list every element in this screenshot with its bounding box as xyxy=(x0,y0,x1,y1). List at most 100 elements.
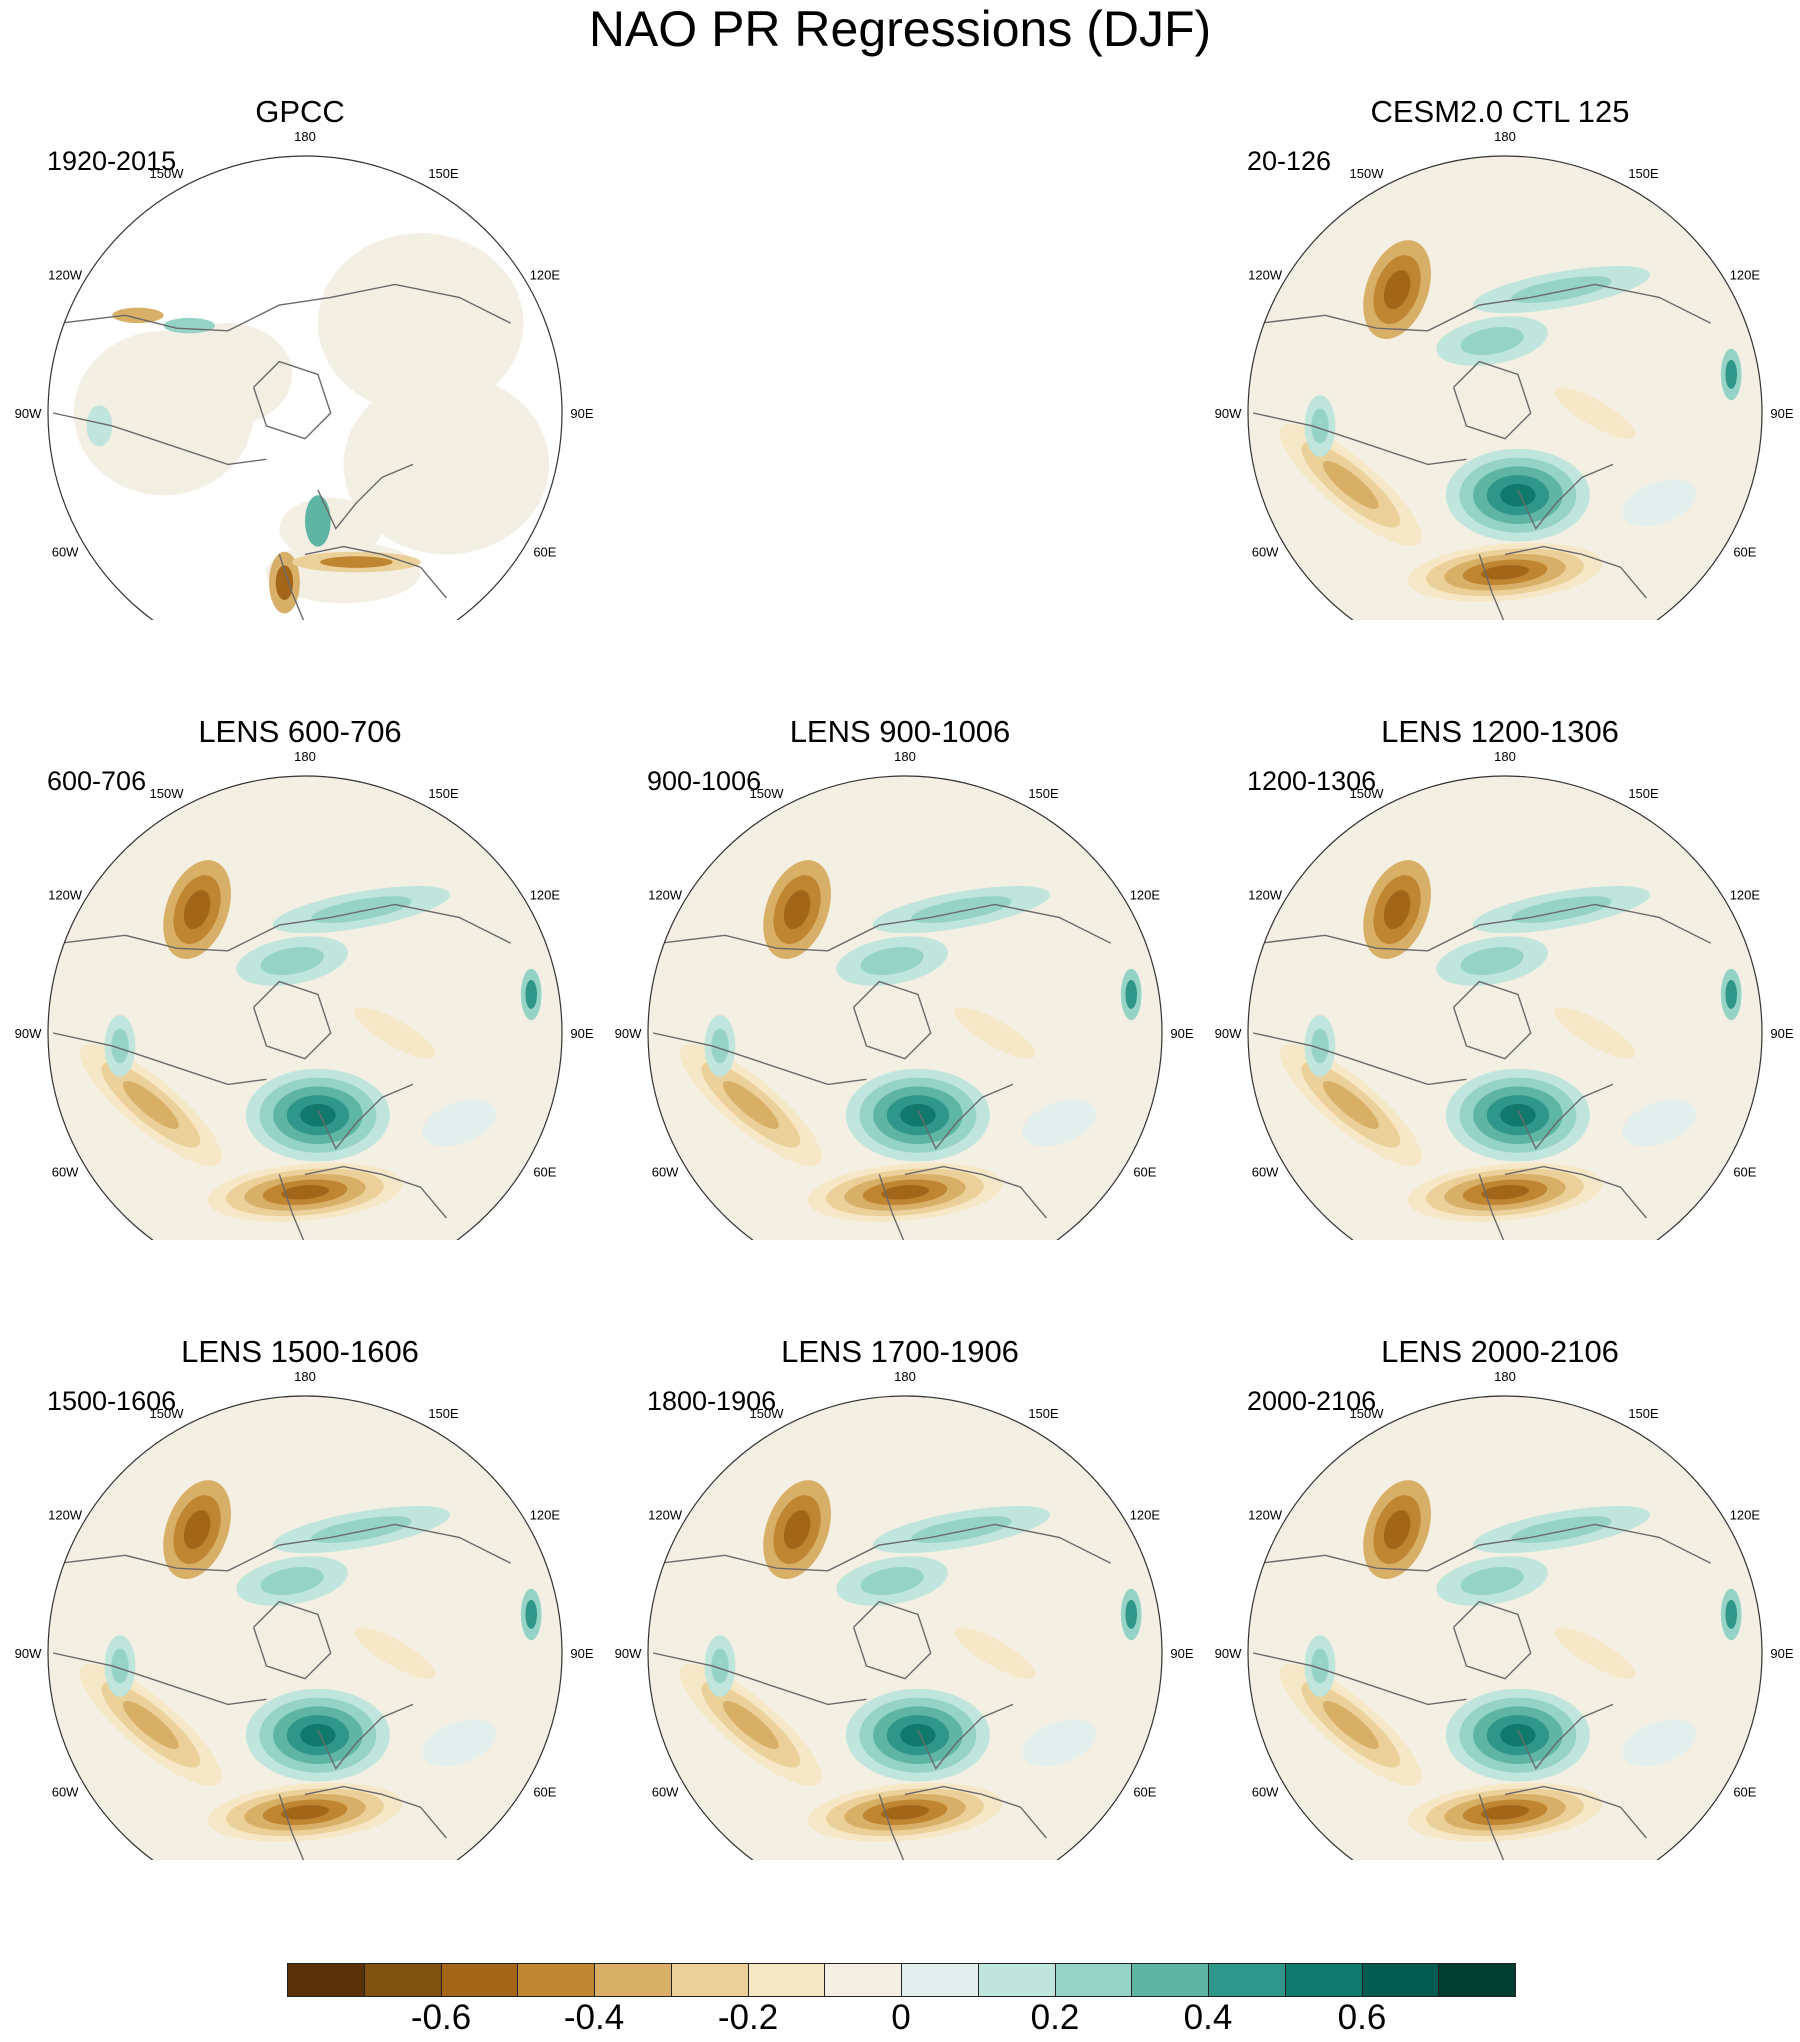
longitude-label: 150E xyxy=(1628,166,1659,181)
anomaly-contour xyxy=(1622,479,1697,527)
longitude-label: 120W xyxy=(1248,1508,1283,1523)
anomaly-contour xyxy=(954,1007,1036,1059)
coastline xyxy=(317,463,414,530)
coastline xyxy=(1504,1785,1647,1839)
coastline xyxy=(52,1032,267,1086)
longitude-label: 180 xyxy=(294,129,316,144)
longitude-label: 90E xyxy=(1170,1026,1193,1041)
anomaly-contour xyxy=(881,1185,929,1200)
polar-map: 180150E120E90E60E30E030W60W90W120W150W xyxy=(15,749,594,1240)
coastline xyxy=(60,1523,511,1572)
map-panel: 180150E120E90E60E30E030W60W90W120W150WLE… xyxy=(1200,620,1800,1240)
anomaly-contour xyxy=(1460,1566,1524,1596)
anomaly-contour xyxy=(711,1648,729,1684)
colorbar-label: 0.4 xyxy=(1183,1998,1233,2037)
coastline xyxy=(252,360,332,440)
colorbar-label: 0 xyxy=(891,1998,911,2037)
map-border xyxy=(47,1395,563,1860)
longitude-label: 60W xyxy=(52,545,79,560)
panel-title: LENS 2000-2106 xyxy=(1381,1334,1619,1369)
map-border xyxy=(1247,1395,1763,1860)
anomaly-contour xyxy=(1022,1719,1097,1767)
colorbar-label: -0.4 xyxy=(563,1998,625,2037)
longitude-label: 90W xyxy=(15,1026,42,1041)
colorbar-box xyxy=(440,1963,519,1997)
colorbar-box xyxy=(1284,1963,1363,1997)
longitude-label: 120E xyxy=(1730,1508,1761,1523)
map-panel: 180150E120E90E60E30E030W60W90W120W150WGP… xyxy=(0,0,600,620)
anomaly-contour xyxy=(111,1028,129,1064)
coastline xyxy=(252,980,332,1060)
anomaly-contour xyxy=(1622,1719,1697,1767)
coastline xyxy=(1452,360,1532,440)
map-border xyxy=(1247,155,1763,620)
polar-map: 180150E120E90E60E30E030W60W90W120W150W xyxy=(1215,129,1794,620)
longitude-label: 90E xyxy=(1770,1026,1793,1041)
longitude-label: 90E xyxy=(570,406,593,421)
panel-title: CESM2.0 CTL 125 xyxy=(1370,94,1630,129)
longitude-label: 120E xyxy=(530,268,561,283)
map-panel: 180150E120E90E60E30E030W60W90W120W150WLE… xyxy=(600,1240,1200,1860)
colorbar-box xyxy=(363,1963,442,1997)
longitude-label: 90E xyxy=(570,1026,593,1041)
colorbar-label: 0.2 xyxy=(1030,1998,1080,2037)
coastline xyxy=(278,554,332,620)
coastline xyxy=(904,1165,1047,1219)
colorbar-label: 0.6 xyxy=(1337,1998,1387,2037)
map-border xyxy=(1247,775,1763,1240)
map-panel: 180150E120E90E60E30E030W60W90W120W150WLE… xyxy=(0,1240,600,1860)
longitude-label: 60W xyxy=(652,1785,679,1800)
anomaly-contour xyxy=(183,1510,211,1550)
coastline xyxy=(1252,1652,1467,1706)
panel-period: 1500-1606 xyxy=(47,1386,177,1416)
longitude-label: 90W xyxy=(15,1646,42,1661)
anomaly-contour xyxy=(1725,359,1737,389)
anomaly-contour xyxy=(1322,460,1379,510)
polar-map: 180150E120E90E60E30E030W60W90W120W150W xyxy=(1215,1369,1794,1860)
anomaly-contour xyxy=(722,1080,779,1130)
coastline xyxy=(1260,903,1711,952)
anomaly-contour xyxy=(1622,1099,1697,1147)
coastline xyxy=(1478,1174,1532,1240)
anomaly-contour xyxy=(111,1648,129,1684)
longitude-label: 150W xyxy=(150,786,185,801)
anomaly-contour xyxy=(1022,1099,1097,1147)
anomaly-contour xyxy=(422,1719,497,1767)
coastline xyxy=(904,1785,1047,1839)
coastline xyxy=(1517,1083,1614,1150)
coastline xyxy=(878,1174,932,1240)
anomaly-contour xyxy=(722,1700,779,1750)
coastline xyxy=(1452,1600,1532,1680)
polar-map: 180150E120E90E60E30E030W60W90W120W150W xyxy=(15,1369,594,1860)
anomaly-contour xyxy=(320,556,393,568)
longitude-label: 150E xyxy=(428,166,459,181)
longitude-label: 150W xyxy=(150,1406,185,1421)
coastline xyxy=(278,1174,332,1240)
anomaly-contour xyxy=(300,1103,336,1127)
coastline xyxy=(652,1652,867,1706)
panel-period: 1200-1306 xyxy=(1247,766,1377,796)
coastline xyxy=(304,1785,447,1839)
colorbar-label: -0.6 xyxy=(410,1998,472,2037)
longitude-label: 60W xyxy=(1252,1785,1279,1800)
colorbar-box xyxy=(1361,1963,1440,1997)
anomaly-contour xyxy=(163,317,216,334)
coastline xyxy=(660,1523,1111,1572)
longitude-label: 60W xyxy=(1252,545,1279,560)
map-panel: 180150E120E90E60E30E030W60W90W120W150WCE… xyxy=(1200,0,1800,620)
land-data-region xyxy=(317,233,524,413)
longitude-label: 90E xyxy=(1770,406,1793,421)
anomaly-contour xyxy=(122,1080,179,1130)
anomaly-contour xyxy=(900,1103,936,1127)
longitude-label: 90E xyxy=(1170,1646,1193,1661)
colorbar-box xyxy=(824,1963,902,1997)
longitude-label: 120E xyxy=(1130,888,1161,903)
polar-map: 180150E120E90E60E30E030W60W90W120W150W xyxy=(1215,749,1794,1240)
longitude-label: 120W xyxy=(48,888,83,903)
panel-title: LENS 1500-1606 xyxy=(181,1334,419,1369)
map-border xyxy=(647,1395,1163,1860)
longitude-label: 150E xyxy=(428,786,459,801)
coastline xyxy=(852,1600,932,1680)
anomaly-contour xyxy=(1311,1028,1329,1064)
figure-title: NAO PR Regressions (DJF) xyxy=(588,1,1212,57)
